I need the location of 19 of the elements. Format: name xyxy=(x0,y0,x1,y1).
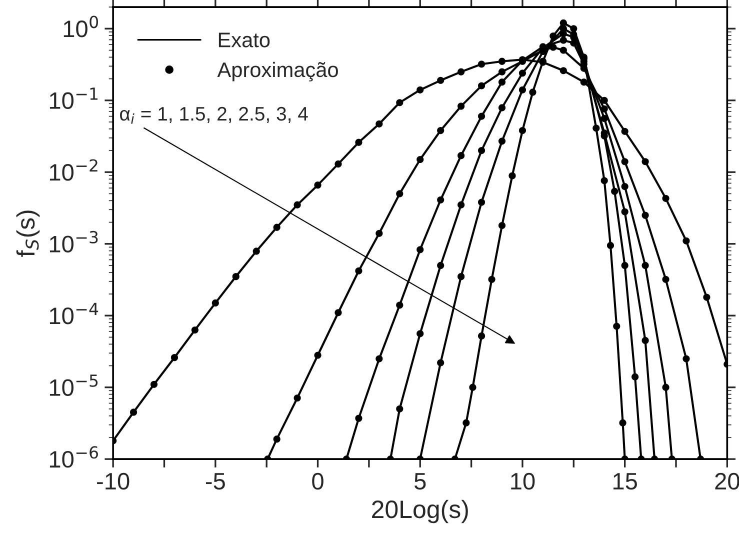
y-tick-label: 10$^{−3}$ xyxy=(50,230,98,252)
y-tick-label: 10$^{−5}$ xyxy=(50,374,98,396)
x-tick-label: 5 xyxy=(414,473,426,490)
y-tick-label: 10$^{−1}$ xyxy=(50,88,98,110)
x-tick-label: -10 xyxy=(97,472,130,490)
x-tick-label: 10 xyxy=(511,472,535,490)
y-tick-label: 10$^{−2}$ xyxy=(50,159,98,181)
legend-label: Exato xyxy=(218,32,270,48)
x-axis-title: 20Log(s) xyxy=(372,500,468,524)
legend-label: Aproximação xyxy=(217,62,338,82)
x-tick-label: -5 xyxy=(206,473,225,490)
y-axis-title: f$_{S}$(s) xyxy=(16,210,40,257)
y-tick-label: 10$^{0}$ xyxy=(64,16,98,38)
x-tick-label: 20 xyxy=(715,472,739,490)
annotation: α$_{i}$ = 1, 1.5, 2, 2.5, 3, 4 xyxy=(120,106,308,124)
x-tick-label: 15 xyxy=(613,473,637,490)
y-tick-label: 10$^{−4}$ xyxy=(50,302,98,324)
x-tick-label: 0 xyxy=(312,472,324,490)
y-tick-label: 10$^{−6}$ xyxy=(50,446,98,468)
